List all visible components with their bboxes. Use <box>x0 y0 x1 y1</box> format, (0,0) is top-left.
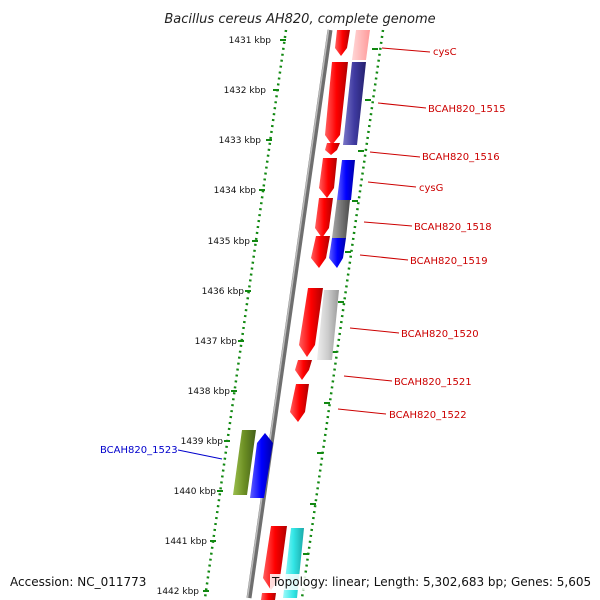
gene-1521-red[interactable] <box>295 360 312 380</box>
gene-1522-red[interactable] <box>290 384 309 422</box>
scale-tick-1439 <box>224 440 323 454</box>
gene-label-cysG[interactable]: cysG <box>419 183 443 194</box>
leader-line <box>177 449 223 460</box>
gene-1515-red[interactable] <box>325 62 348 145</box>
leader-lines <box>177 47 431 460</box>
gene-label-bcah820-1523[interactable]: BCAH820_1523 <box>100 445 178 456</box>
gene-1516-red[interactable] <box>325 143 340 155</box>
gene-label-bcah820-1515[interactable]: BCAH820_1515 <box>428 104 506 115</box>
scale-tick-1441 <box>210 540 309 555</box>
gene-bottom-red-2[interactable] <box>261 593 276 600</box>
cog-1519-blue[interactable] <box>329 238 346 268</box>
leader-line <box>381 47 431 53</box>
scale-label: 1437 kbp <box>195 337 238 347</box>
gene-label-bcah820-1516[interactable]: BCAH820_1516 <box>422 152 500 163</box>
scale-label: 1435 kbp <box>208 237 251 247</box>
scale-label: 1432 kbp <box>224 86 267 96</box>
genome-backbone-highlight <box>246 29 330 599</box>
cog-1523-olive[interactable] <box>233 430 256 495</box>
scale-labels: 1431 kbp 1432 kbp 1433 kbp 1434 kbp 1435… <box>157 36 272 597</box>
leader-line <box>337 408 387 415</box>
cog-track <box>233 30 370 598</box>
cog-1523-blue[interactable] <box>250 433 273 498</box>
genome-backbone <box>246 29 333 599</box>
scale-tick-1434 <box>259 189 358 202</box>
leader-line <box>363 221 413 227</box>
forward-genes <box>261 30 350 600</box>
gene-label-bcah820-1518[interactable]: BCAH820_1518 <box>414 222 492 233</box>
cog-cysG-blue[interactable] <box>337 160 355 200</box>
cog-1520-lightgray[interactable] <box>317 290 339 360</box>
leader-line <box>349 327 400 334</box>
scale-label: 1439 kbp <box>181 437 224 447</box>
cog-cysC-pink[interactable] <box>352 30 370 60</box>
gene-label-bcah820-1520[interactable]: BCAH820_1520 <box>401 329 479 340</box>
accession-text: Accession: NC_011773 <box>8 574 149 590</box>
scale-label: 1433 kbp <box>219 136 262 146</box>
gene-label-bcah820-1519[interactable]: BCAH820_1519 <box>410 256 488 267</box>
leader-line <box>367 181 417 188</box>
gene-labels: cysC BCAH820_1515 BCAH820_1516 cysG BCAH… <box>100 47 506 456</box>
leader-line <box>369 151 421 158</box>
gene-label-cysC[interactable]: cysC <box>433 47 457 58</box>
scale-label: 1436 kbp <box>202 287 245 297</box>
leader-line <box>359 254 409 261</box>
gene-cysC-red[interactable] <box>335 30 350 56</box>
gene-label-bcah820-1521[interactable]: BCAH820_1521 <box>394 377 472 388</box>
scale-tick-1432 <box>273 89 371 101</box>
gene-cysG-red[interactable] <box>319 158 337 198</box>
scale-tick-1436 <box>245 290 344 303</box>
gene-1520-red[interactable] <box>299 288 323 357</box>
leader-line <box>343 375 393 382</box>
gene-label-bcah820-1522[interactable]: BCAH820_1522 <box>389 410 467 421</box>
scale-tick-1433 <box>266 139 364 152</box>
scale-ticks <box>203 39 378 592</box>
scale-tick-1435 <box>252 240 351 253</box>
gene-bottom-red[interactable] <box>263 526 287 590</box>
cog-1518-gray[interactable] <box>332 200 350 238</box>
scale-tick-1440 <box>217 490 316 505</box>
scale-tick-1438 <box>231 390 330 404</box>
scale-label: 1441 kbp <box>165 537 208 547</box>
genome-info-text: Topology: linear; Length: 5,302,683 bp; … <box>270 574 594 590</box>
scale-tick-1431 <box>280 39 378 50</box>
gene-1518-red[interactable] <box>315 198 333 238</box>
cog-1515-navy[interactable] <box>343 62 366 145</box>
scale-line-left <box>203 29 288 599</box>
scale-label: 1434 kbp <box>214 186 257 196</box>
scale-label: 1438 kbp <box>188 387 231 397</box>
map-title: Bacillus cereus AH820, complete genome <box>164 12 435 27</box>
scale-label: 1431 kbp <box>229 36 272 46</box>
leader-line <box>377 102 427 109</box>
scale-label: 1442 kbp <box>157 587 200 597</box>
scale-label: 1440 kbp <box>174 487 217 497</box>
gene-1519-red[interactable] <box>311 236 330 268</box>
